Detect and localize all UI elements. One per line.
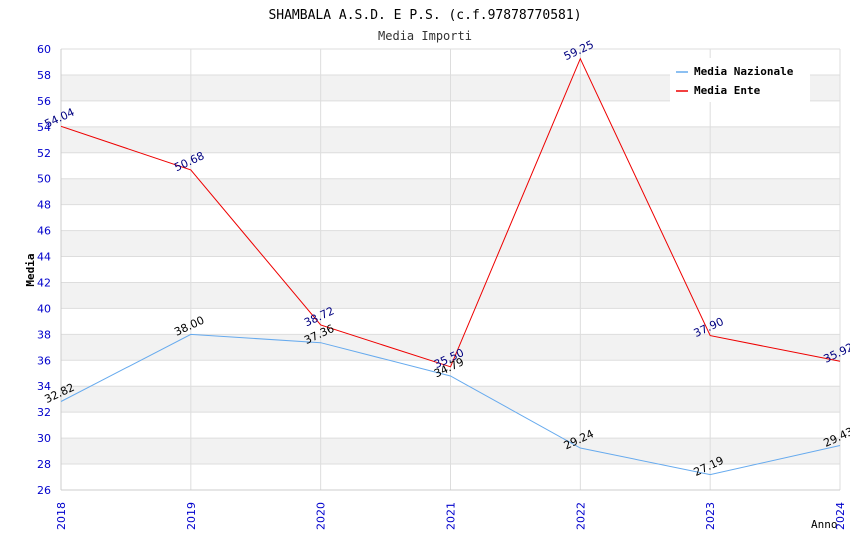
grid-lines — [60, 48, 841, 491]
y-tick-label: 26 — [37, 484, 51, 497]
x-tick-label: 2019 — [185, 502, 198, 530]
series-lines — [60, 57, 841, 476]
x-tick-labels: 2018 2019 2020 2021 2022 2023 2024 — [55, 502, 847, 530]
y-tick-label: 44 — [37, 251, 51, 264]
y-tick-label: 58 — [37, 69, 51, 82]
chart-title: SHAMBALA A.S.D. E P.S. (c.f.97878770581) — [268, 8, 581, 23]
legend-label-media-ente: Media Ente — [694, 84, 761, 97]
y-tick-label: 50 — [37, 173, 51, 186]
y-tick-label: 38 — [37, 328, 51, 341]
y-tick-label: 56 — [37, 95, 51, 108]
x-tick-label: 2024 — [834, 502, 847, 530]
x-tick-label: 2020 — [315, 502, 328, 530]
series-line-media-ente — [60, 57, 841, 368]
y-tick-label: 52 — [37, 147, 51, 160]
legend: Media Nazionale Media Ente — [670, 58, 810, 102]
x-tick-label: 2022 — [574, 502, 587, 530]
y-tick-label: 54 — [37, 121, 51, 134]
y-tick-label: 32 — [37, 406, 51, 419]
x-axis-label: Anno — [811, 518, 838, 531]
y-tick-label: 48 — [37, 199, 51, 212]
y-tick-label: 40 — [37, 302, 51, 315]
legend-label-media-nazionale: Media Nazionale — [694, 65, 794, 78]
y-tick-label: 36 — [37, 354, 51, 367]
chart-subtitle: Media Importi — [378, 29, 472, 43]
y-tick-label: 34 — [37, 380, 51, 393]
x-tick-label: 2018 — [55, 502, 68, 530]
legend-box — [670, 58, 810, 102]
y-axis-label: Media — [24, 253, 37, 286]
x-tick-label: 2023 — [704, 502, 717, 530]
axes — [60, 49, 840, 491]
y-tick-label: 60 — [37, 43, 51, 56]
y-tick-label: 46 — [37, 225, 51, 238]
x-tick-label: 2021 — [445, 502, 458, 530]
y-tick-labels: 26 28 30 32 34 36 38 40 42 44 46 48 50 52 54 56 58 60 — [37, 43, 51, 497]
series-line-media-nazionale — [60, 333, 841, 476]
y-tick-label: 28 — [37, 458, 51, 471]
y-tick-label: 42 — [37, 276, 51, 289]
y-tick-label: 30 — [37, 432, 51, 445]
